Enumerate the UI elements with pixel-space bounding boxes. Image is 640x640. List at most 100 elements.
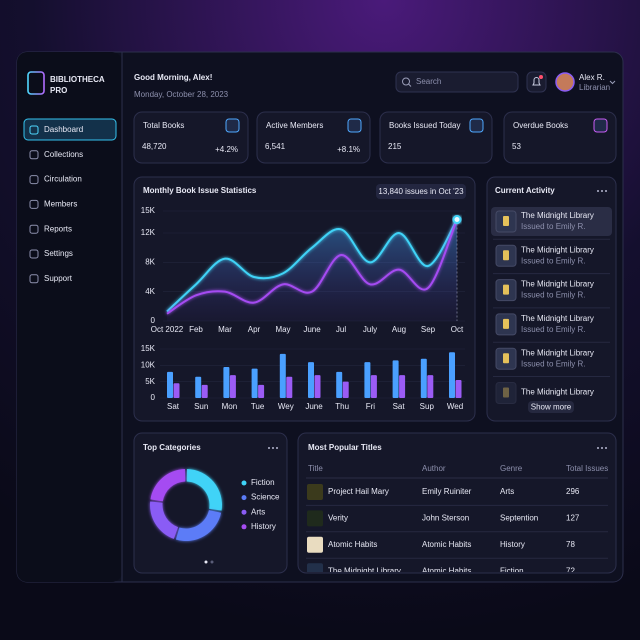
x-tick-label: July	[363, 325, 377, 334]
x-tick-label: Aug	[392, 325, 406, 334]
nav-active	[23, 118, 117, 141]
book-title[interactable]: Verity	[328, 514, 348, 523]
book-cover-art	[503, 250, 509, 261]
bar-chart: 0 5K 10K 15K Sat Sun Mon Tue Wey June Thu Fri Sat Sup…	[141, 344, 465, 411]
pager-dot[interactable]	[204, 560, 208, 564]
popular-menu[interactable]	[597, 447, 607, 449]
book-cover-art	[503, 318, 509, 329]
bar	[286, 376, 293, 398]
stat-cards: Total Books 48,720 +4.2% Active Members 6,54…	[133, 111, 617, 164]
avatar[interactable]	[555, 72, 575, 92]
y-tick-label: 4K	[145, 287, 155, 296]
activity-menu[interactable]	[597, 190, 607, 192]
legend-label: Science	[251, 493, 280, 502]
cell: 296	[566, 487, 580, 496]
activity-title[interactable]: The Midnight Library	[521, 280, 594, 289]
bar	[420, 358, 427, 398]
book-title[interactable]: The Midnight Library	[328, 566, 401, 575]
x-tick-label: Fri	[366, 402, 376, 411]
bar	[449, 352, 455, 398]
area-fill	[167, 219, 457, 321]
nav-item[interactable]: Settings	[44, 249, 73, 258]
bar	[195, 376, 202, 398]
bar	[370, 375, 377, 398]
legend-label: Arts	[251, 507, 265, 516]
book-cover-art	[503, 216, 509, 226]
brand-logo	[27, 71, 45, 95]
activity-title[interactable]: The Midnight Library	[521, 211, 594, 220]
nav-icon[interactable]	[29, 224, 39, 234]
pager-dot[interactable]	[210, 560, 214, 564]
nav-item[interactable]: Support	[44, 274, 73, 283]
nav-item[interactable]: Circulation	[44, 175, 82, 184]
legend-swatch	[241, 480, 247, 486]
nav-item[interactable]: Reports	[44, 224, 72, 233]
nav-icon[interactable]	[29, 125, 39, 135]
stat-card	[133, 111, 249, 164]
donut-segment	[175, 510, 222, 541]
nav-item[interactable]: Dashboard	[44, 125, 83, 134]
cell: Septention	[500, 514, 538, 523]
show-more-label: Show more	[531, 403, 572, 412]
donut-chart: Fiction Science Arts History	[150, 469, 280, 541]
nav-icon[interactable]	[29, 175, 39, 185]
categories-menu[interactable]	[268, 447, 278, 449]
user-role: Librarian	[579, 83, 610, 92]
nav-icon[interactable]	[29, 274, 39, 284]
activity-subtitle: Issued to Emily R.	[521, 359, 585, 368]
user-name: Alex R.	[579, 73, 605, 82]
popular-panel	[297, 432, 617, 574]
stat-change: +8.1%	[337, 145, 360, 154]
legend-label: Fiction	[251, 478, 275, 487]
show-more-button[interactable]	[528, 401, 574, 413]
user-menu-caret[interactable]	[609, 80, 616, 85]
x-tick-label: Tue	[251, 402, 265, 411]
bar	[258, 384, 265, 398]
nav-item[interactable]: Members	[44, 200, 77, 209]
activity-title[interactable]: The Midnight Library	[521, 388, 594, 397]
nav-icon[interactable]	[29, 199, 39, 209]
popular-table: Title Author Genre Total Issues Project Hail…	[306, 464, 608, 575]
x-tick-label: Sun	[194, 402, 208, 411]
cell: Atomic Habits	[422, 540, 471, 549]
column-header: Title	[308, 464, 323, 473]
y-tick-label: 12K	[141, 228, 156, 237]
row-thumbnail	[307, 484, 323, 500]
y-tick-label: 15K	[141, 206, 156, 215]
activity-title[interactable]: The Midnight Library	[521, 245, 594, 254]
navigation: Dashboard Collections Circulation Members Re…	[29, 125, 83, 284]
book-title[interactable]: Atomic Habits	[328, 540, 377, 549]
stat-value: 6,541	[265, 142, 286, 151]
x-tick-label: Sep	[421, 325, 436, 334]
search-box[interactable]	[395, 71, 519, 93]
bar	[251, 368, 258, 398]
sidebar	[17, 52, 122, 582]
stat-value: 53	[512, 142, 521, 151]
activity-title[interactable]: The Midnight Library	[521, 348, 594, 357]
x-tick-label: May	[275, 325, 290, 334]
y-tick-label: 0	[151, 316, 156, 325]
stat-label: Overdue Books	[513, 121, 568, 130]
stat-label: Active Members	[266, 121, 323, 130]
notification-dot	[539, 75, 543, 79]
nav-icon[interactable]	[29, 249, 39, 259]
bar	[364, 362, 371, 398]
bar	[427, 375, 434, 398]
cell: 78	[566, 540, 575, 549]
stat-card	[379, 111, 493, 164]
nav-item[interactable]: Collections	[44, 150, 83, 159]
stat-label: Books Issued Today	[389, 121, 460, 130]
x-tick-label: Sup	[420, 402, 435, 411]
row-thumbnail	[307, 536, 323, 553]
y-tick-label: 10K	[141, 360, 156, 369]
activity-panel	[486, 176, 617, 422]
activity-title[interactable]: The Midnight Library	[521, 314, 594, 323]
stat-change: +4.2%	[215, 145, 238, 154]
search-icon	[408, 83, 412, 87]
book-title[interactable]: Project Hail Mary	[328, 487, 389, 496]
notifications[interactable]	[526, 71, 547, 93]
nav-icon[interactable]	[29, 150, 39, 160]
cell: 72	[566, 566, 575, 575]
bar	[167, 371, 173, 398]
